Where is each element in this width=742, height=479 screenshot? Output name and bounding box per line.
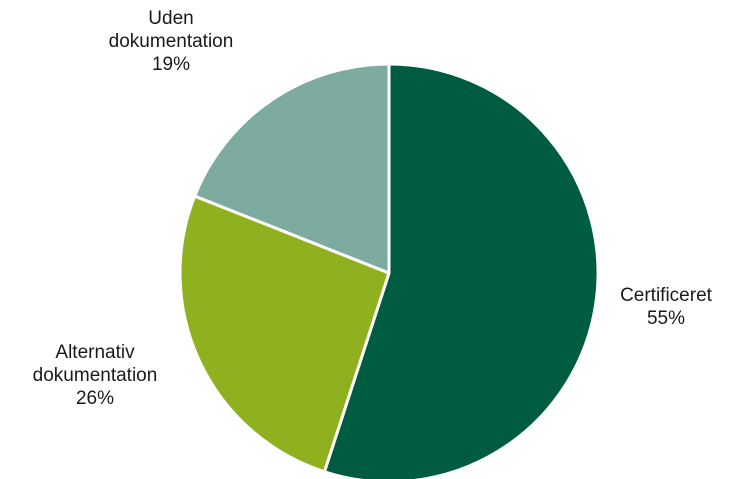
slice-value-label: 19% — [152, 54, 190, 75]
slice-value-label: 26% — [76, 388, 114, 409]
pie-slice-certificeret — [322, 62, 600, 479]
labels-layer: Certificeret 55%Alternativ dokumentation 26… — [33, 8, 713, 409]
slice-name-label: Uden — [148, 8, 193, 29]
slice-name-label: Alternativ — [55, 342, 135, 363]
slices-layer — [178, 62, 600, 479]
slice-name-label: dokumentation — [33, 365, 158, 386]
pie-slice-uden-dokumentation — [193, 62, 391, 275]
slice-label-alternativ-dokumentation: Alternativ dokumentation 26% — [33, 342, 158, 409]
pie-slice-alternativ-dokumentation — [178, 194, 391, 474]
slice-label-certificeret: Certificeret 55% — [620, 285, 713, 329]
slice-name-label: Certificeret — [620, 285, 713, 306]
slice-name-label: dokumentation — [109, 31, 234, 52]
slice-label-uden-dokumentation: Uden dokumentation 19% — [109, 8, 234, 75]
slice-value-label: 55% — [647, 308, 685, 329]
